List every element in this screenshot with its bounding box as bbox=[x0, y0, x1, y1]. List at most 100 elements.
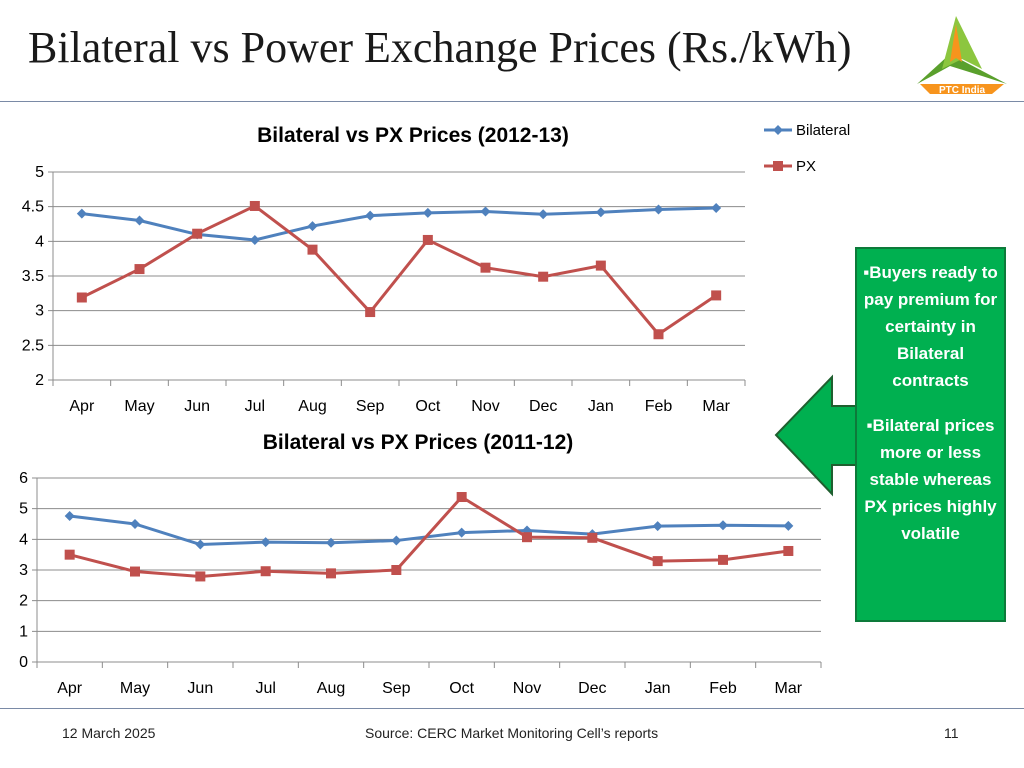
chart-2011-12: Bilateral vs PX Prices (2011-12) 0 1 2 3 4 5 6… bbox=[19, 431, 822, 697]
top-point-0 bbox=[422, 207, 433, 218]
y-tick-label: 3 bbox=[35, 303, 44, 320]
y-tick-label: 2 bbox=[19, 593, 28, 610]
footer-date: 12 March 2025 bbox=[62, 725, 156, 741]
y-tick-label: 3.5 bbox=[22, 268, 44, 285]
x-tick-label: May bbox=[124, 398, 154, 415]
bottom-point-0 bbox=[326, 537, 336, 548]
bottom-point-1 bbox=[326, 568, 336, 579]
x-tick-label: Oct bbox=[415, 398, 440, 415]
bottom-point-0 bbox=[783, 520, 794, 531]
top-point-1 bbox=[422, 234, 433, 245]
x-tick-label: Feb bbox=[709, 680, 737, 697]
top-point-0 bbox=[595, 207, 606, 218]
top-point-1 bbox=[307, 244, 318, 255]
top-point-0 bbox=[538, 209, 549, 220]
top-point-0 bbox=[365, 210, 376, 221]
y-tick-label: 5 bbox=[19, 501, 28, 518]
bottom-point-1 bbox=[64, 549, 75, 560]
x-tick-label: May bbox=[120, 680, 150, 697]
chart-2012-13: Bilateral vs PX Prices (2012-13) 2 2.5 3 3.… bbox=[22, 122, 850, 415]
y-tick-label: 5 bbox=[35, 164, 44, 181]
x-tick-label: Apr bbox=[57, 680, 83, 697]
y-tick-label: 4 bbox=[35, 233, 44, 250]
bottom-point-0 bbox=[652, 521, 663, 532]
top-point-0 bbox=[653, 204, 664, 215]
callout-point-1: ▪Buyers ready to pay premium for certain… bbox=[863, 263, 998, 390]
bottom-point-0 bbox=[391, 535, 402, 546]
legend-marker bbox=[773, 125, 783, 135]
top-point-1 bbox=[480, 262, 491, 273]
x-tick-label: Sep bbox=[356, 398, 385, 415]
chart-title-2012-13: Bilateral vs PX Prices (2012-13) bbox=[257, 124, 569, 147]
x-tick-label: Jan bbox=[645, 680, 671, 697]
bottom-point-1 bbox=[718, 554, 728, 565]
x-tick-label: Sep bbox=[382, 680, 411, 697]
bottom-point-1 bbox=[130, 566, 140, 577]
top-point-0 bbox=[76, 208, 87, 219]
bottom-point-1 bbox=[783, 545, 794, 556]
x-tick-label: Nov bbox=[513, 680, 541, 697]
page-number: 11 bbox=[944, 725, 959, 741]
bottom-point-0 bbox=[130, 519, 140, 529]
top-point-1 bbox=[653, 329, 664, 340]
x-tick-label: Mar bbox=[775, 680, 803, 697]
x-tick-label: Dec bbox=[529, 398, 557, 415]
x-tick-label: Oct bbox=[449, 680, 474, 697]
y-tick-label: 2.5 bbox=[22, 337, 44, 354]
y-tick-label: 6 bbox=[19, 470, 28, 487]
bottom-series-line-0 bbox=[69, 514, 789, 547]
bottom-point-1 bbox=[391, 565, 402, 575]
footer-divider bbox=[0, 708, 1024, 709]
bottom-point-1 bbox=[456, 492, 467, 503]
x-tick-label: Jan bbox=[588, 398, 614, 415]
x-tick-label: Apr bbox=[69, 398, 95, 415]
top-point-0 bbox=[307, 221, 318, 232]
bottom-point-1 bbox=[260, 566, 271, 577]
top-point-1 bbox=[538, 271, 549, 282]
legend-label: Bilateral bbox=[796, 122, 850, 139]
logo-text: PTC India bbox=[939, 85, 986, 96]
x-tick-label: Feb bbox=[645, 398, 673, 415]
legend-label: PX bbox=[796, 158, 816, 175]
footer-source: Source: CERC Market Monitoring Cell’s re… bbox=[365, 725, 659, 741]
bottom-point-1 bbox=[652, 556, 663, 567]
bottom-point-0 bbox=[456, 527, 467, 538]
legend: Bilateral PX bbox=[764, 122, 850, 175]
bottom-point-1 bbox=[522, 532, 532, 543]
top-series-line-0 bbox=[81, 206, 717, 242]
bottom-point-0 bbox=[260, 537, 271, 548]
title-divider bbox=[0, 101, 1024, 102]
x-tick-label: Jul bbox=[255, 680, 275, 697]
bottom-point-1 bbox=[587, 532, 598, 543]
y-tick-label: 1 bbox=[19, 623, 28, 640]
callout-box: ▪Buyers ready to pay premium for certain… bbox=[855, 247, 1006, 622]
top-point-0 bbox=[711, 203, 722, 214]
y-tick-label: 3 bbox=[19, 562, 28, 579]
top-point-1 bbox=[192, 228, 203, 239]
x-tick-label: Mar bbox=[702, 398, 730, 415]
x-tick-label: Aug bbox=[317, 680, 345, 697]
top-point-0 bbox=[134, 215, 145, 226]
x-tick-label: Dec bbox=[578, 680, 606, 697]
bottom-point-0 bbox=[718, 520, 728, 531]
top-point-1 bbox=[76, 292, 87, 303]
callout-point-2: ▪Bilateral prices more or less stable wh… bbox=[864, 416, 997, 543]
top-point-1 bbox=[711, 290, 722, 301]
y-tick-label: 4 bbox=[19, 531, 28, 548]
ptc-india-logo: PTC India bbox=[912, 14, 1012, 100]
top-point-0 bbox=[480, 206, 491, 217]
bottom-point-0 bbox=[195, 539, 206, 550]
top-point-1 bbox=[595, 260, 606, 271]
x-tick-label: Jun bbox=[184, 398, 210, 415]
bottom-series-line-1 bbox=[69, 495, 789, 578]
top-point-1 bbox=[365, 307, 376, 318]
slide-title: Bilateral vs Power Exchange Prices (Rs./… bbox=[28, 23, 852, 72]
top-series-line-1 bbox=[81, 204, 718, 337]
x-tick-label: Nov bbox=[471, 398, 499, 415]
x-tick-label: Jul bbox=[245, 398, 265, 415]
bottom-point-0 bbox=[64, 511, 75, 522]
top-point-1 bbox=[134, 264, 145, 275]
top-point-1 bbox=[249, 200, 260, 211]
legend-marker bbox=[773, 161, 783, 171]
chart-title-2011-12: Bilateral vs PX Prices (2011-12) bbox=[263, 431, 574, 454]
